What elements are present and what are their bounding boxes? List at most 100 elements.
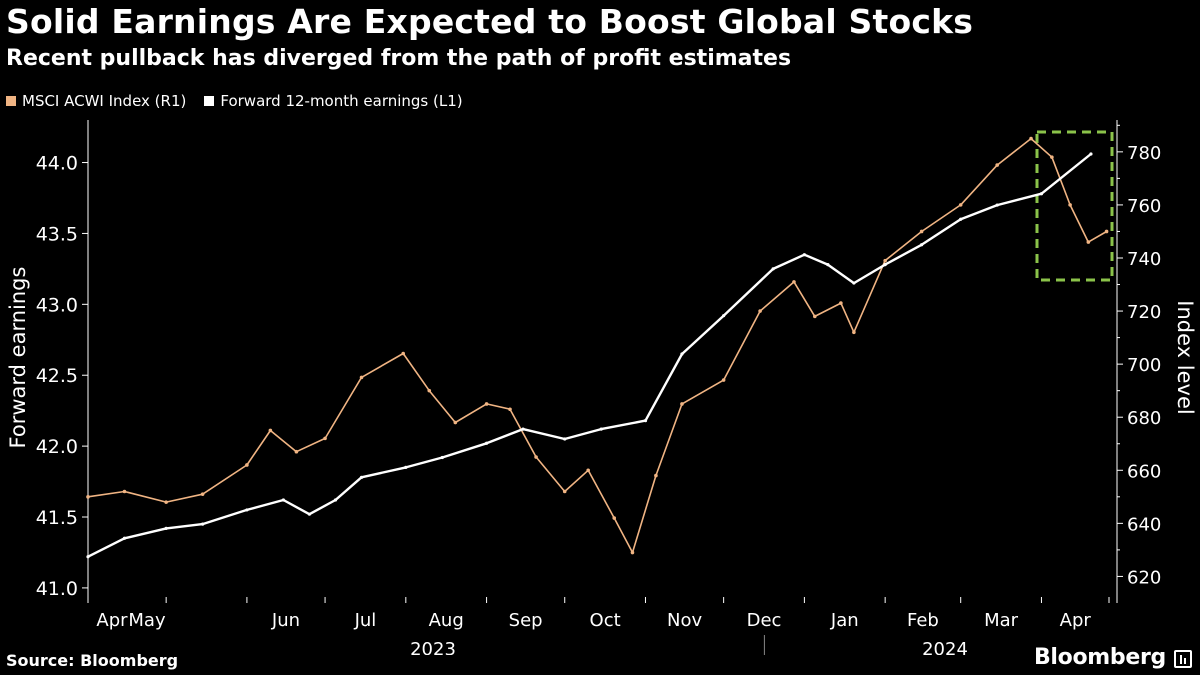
left-tick-label: 41.0 xyxy=(36,578,78,600)
legend-swatch-earnings xyxy=(204,96,215,106)
earnings-data-point xyxy=(440,455,444,460)
earnings-data-point xyxy=(920,243,924,247)
earnings-data-point xyxy=(164,526,168,530)
earnings-data-point xyxy=(281,498,285,502)
earnings-data-point xyxy=(680,352,684,356)
x-month-label: Aug xyxy=(429,610,464,631)
legend-label-earnings: Forward 12-month earnings (L1) xyxy=(220,92,463,110)
earnings-data-point xyxy=(1039,192,1044,196)
earnings-data-point xyxy=(404,465,408,469)
msci-data-point xyxy=(852,330,856,335)
forward-earnings-line xyxy=(87,153,1092,558)
right-tick-label: 620 xyxy=(1127,567,1161,588)
bloomberg-logo: Bloomberg xyxy=(1033,645,1166,670)
msci-data-point xyxy=(680,402,684,406)
msci-data-point xyxy=(721,378,726,382)
msci-acwi-line xyxy=(87,137,1108,554)
left-tick-label: 42.5 xyxy=(36,365,78,387)
earnings-data-point xyxy=(883,263,887,267)
x-month-label: Apr xyxy=(1060,610,1092,631)
msci-data-point xyxy=(1104,229,1109,234)
left-tick-label: 42.0 xyxy=(36,436,78,458)
left-tick-label: 44.0 xyxy=(36,153,78,175)
msci-data-point xyxy=(654,473,658,478)
x-month-label: Sep xyxy=(509,610,543,631)
left-tick-label: 41.5 xyxy=(36,507,78,529)
earnings-data-point xyxy=(802,253,806,257)
msci-data-point xyxy=(958,203,963,207)
right-tick-label: 680 xyxy=(1127,408,1161,429)
left-tick-label: 43.5 xyxy=(36,223,78,245)
msci-data-point xyxy=(268,428,273,433)
legend-item-msci: MSCI ACWI Index (R1) xyxy=(6,92,186,110)
earnings-data-point xyxy=(771,267,775,271)
msci-data-point xyxy=(758,309,762,313)
msci-data-point xyxy=(1029,136,1033,141)
earnings-data-point xyxy=(1089,152,1093,156)
msci-data-point xyxy=(164,500,168,504)
right-tick-label: 660 xyxy=(1127,461,1161,482)
earnings-data-point xyxy=(995,203,999,207)
x-month-label: Nov xyxy=(667,610,702,631)
msci-data-point xyxy=(484,402,489,406)
highlight-box xyxy=(1035,130,1114,282)
earnings-data-point xyxy=(722,314,726,318)
left-axis-title: Forward earnings xyxy=(6,267,30,449)
earnings-data-point xyxy=(86,555,90,559)
earnings-data-point xyxy=(484,441,489,445)
msci-data-point xyxy=(200,492,205,496)
legend-item-earnings: Forward 12-month earnings (L1) xyxy=(204,92,463,110)
x-month-label: Dec xyxy=(747,610,782,631)
right-tick-label: 700 xyxy=(1127,355,1161,376)
msci-data-point xyxy=(294,449,299,454)
legend-label-msci: MSCI ACWI Index (R1) xyxy=(22,92,187,110)
earnings-data-point xyxy=(333,498,338,502)
earnings-data-point xyxy=(563,437,567,441)
x-month-label: Mar xyxy=(984,610,1019,631)
msci-data-point xyxy=(612,516,617,520)
earnings-data-point xyxy=(245,508,249,512)
x-year-label: 2023 xyxy=(410,639,456,655)
msci-data-point xyxy=(534,455,538,459)
right-tick-label: 780 xyxy=(1127,143,1161,164)
msci-data-point xyxy=(508,407,512,412)
x-month-label: Oct xyxy=(590,610,621,631)
left-tick-label: 43.0 xyxy=(36,294,78,316)
earnings-data-point xyxy=(521,427,525,431)
x-month-label: Jun xyxy=(271,610,300,631)
msci-data-point xyxy=(359,375,364,380)
msci-data-point xyxy=(562,489,567,494)
msci-data-point xyxy=(995,163,999,167)
msci-data-point xyxy=(630,550,635,555)
chart-subtitle: Recent pullback has diverged from the pa… xyxy=(6,46,792,71)
earnings-data-point xyxy=(122,536,127,540)
right-axis-title: Index level xyxy=(1173,300,1197,414)
msci-data-point xyxy=(323,436,327,441)
msci-data-point xyxy=(1086,240,1091,244)
msci-data-point xyxy=(792,280,796,284)
earnings-data-point xyxy=(826,263,830,267)
x-year-label: 2024 xyxy=(922,639,968,655)
msci-data-point xyxy=(813,314,817,319)
earnings-data-point xyxy=(307,512,312,516)
earnings-data-point xyxy=(959,217,963,221)
msci-data-point xyxy=(245,463,249,467)
x-month-label: Feb xyxy=(907,610,939,631)
msci-data-point xyxy=(401,351,406,356)
chart-title: Solid Earnings Are Expected to Boost Glo… xyxy=(6,2,974,41)
right-tick-label: 720 xyxy=(1127,302,1161,323)
x-month-label: Jan xyxy=(830,610,859,631)
earnings-data-point xyxy=(359,475,364,479)
legend: MSCI ACWI Index (R1) Forward 12-month ea… xyxy=(6,92,463,110)
earnings-data-point xyxy=(201,522,205,526)
msci-data-point xyxy=(1068,203,1072,207)
right-tick-label: 760 xyxy=(1127,196,1161,217)
legend-swatch-msci xyxy=(6,96,16,106)
earnings-data-point xyxy=(852,281,856,285)
msci-data-point xyxy=(86,495,90,499)
x-month-label: Jul xyxy=(354,610,377,631)
msci-data-point xyxy=(586,468,590,473)
msci-data-point xyxy=(839,301,843,305)
msci-data-point xyxy=(427,388,432,393)
msci-data-point xyxy=(122,489,127,494)
